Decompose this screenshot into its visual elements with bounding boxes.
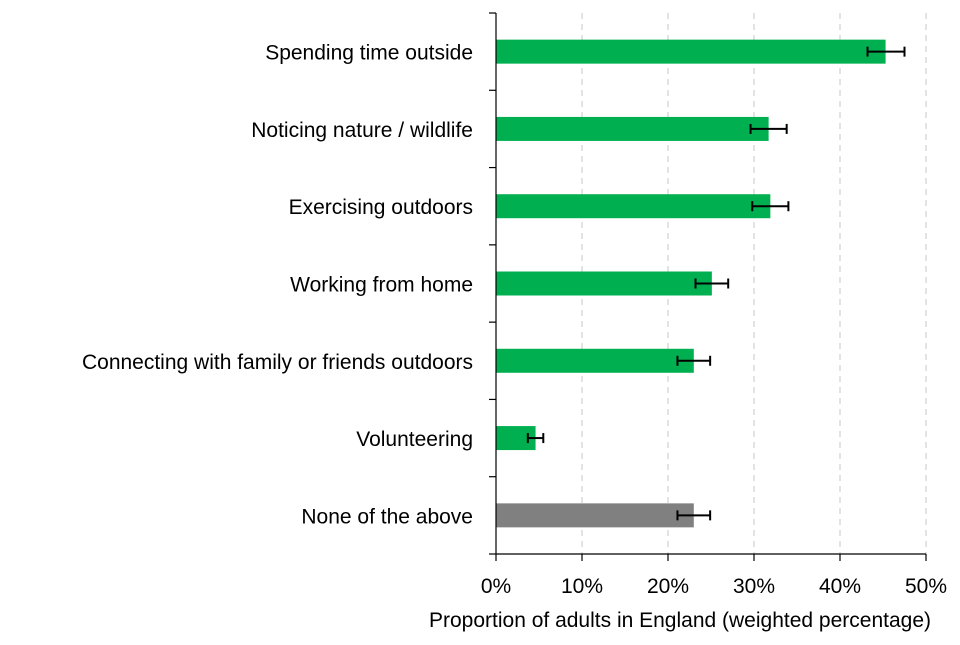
bar <box>496 194 771 219</box>
bars <box>496 39 886 528</box>
x-tick-label: 0% <box>481 575 511 598</box>
category-labels: Spending time outside Noticing nature / w… <box>82 42 473 529</box>
category-label: Volunteering <box>356 428 473 451</box>
bar <box>496 39 886 64</box>
bar <box>496 271 712 296</box>
gridlines <box>581 13 927 554</box>
category-label: Connecting with family or friends outdoo… <box>82 351 473 374</box>
category-label: Exercising outdoors <box>289 196 473 219</box>
x-tick-label: 50% <box>905 575 947 598</box>
category-label: Noticing nature / wildlife <box>251 119 473 142</box>
x-tick-label: 30% <box>733 575 775 598</box>
category-label: None of the above <box>301 505 473 528</box>
bar <box>496 116 769 141</box>
x-tick-label: 20% <box>647 575 689 598</box>
x-tick-label: 40% <box>819 575 861 598</box>
axes <box>489 12 927 561</box>
x-tick-label: 10% <box>561 575 603 598</box>
bar <box>496 503 694 528</box>
x-tick-labels: 0% 10% 20% 30% 40% 50% <box>481 575 947 598</box>
error-bars <box>526 46 906 521</box>
category-label: Working from home <box>290 274 473 297</box>
x-axis-title: Proportion of adults in England (weighte… <box>429 609 931 632</box>
category-label: Spending time outside <box>265 42 473 65</box>
bar <box>496 348 694 373</box>
